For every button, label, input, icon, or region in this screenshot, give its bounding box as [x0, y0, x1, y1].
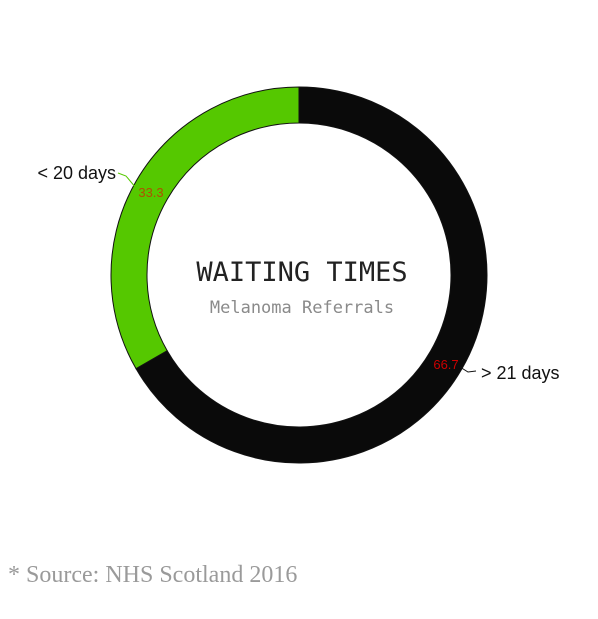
slice-0 — [110, 86, 300, 370]
chart-subtitle: Melanoma Referrals — [210, 298, 394, 318]
donut-slices — [110, 86, 488, 464]
slice-label-0: < 20 days — [37, 163, 116, 183]
slice-label-1: > 21 days — [481, 363, 560, 383]
slice-1 — [135, 86, 488, 464]
slice-labels: 33.3 < 20 days 66.7 > 21 days — [37, 163, 559, 383]
chart-title: WAITING TIMES — [196, 257, 407, 288]
value-label-0: 33.3 — [138, 185, 163, 200]
value-label-1: 66.7 — [433, 357, 458, 372]
leader-line-0 — [117, 172, 137, 189]
leader-line-1 — [459, 366, 477, 373]
source-note: * Source: NHS Scotland 2016 — [8, 562, 298, 588]
